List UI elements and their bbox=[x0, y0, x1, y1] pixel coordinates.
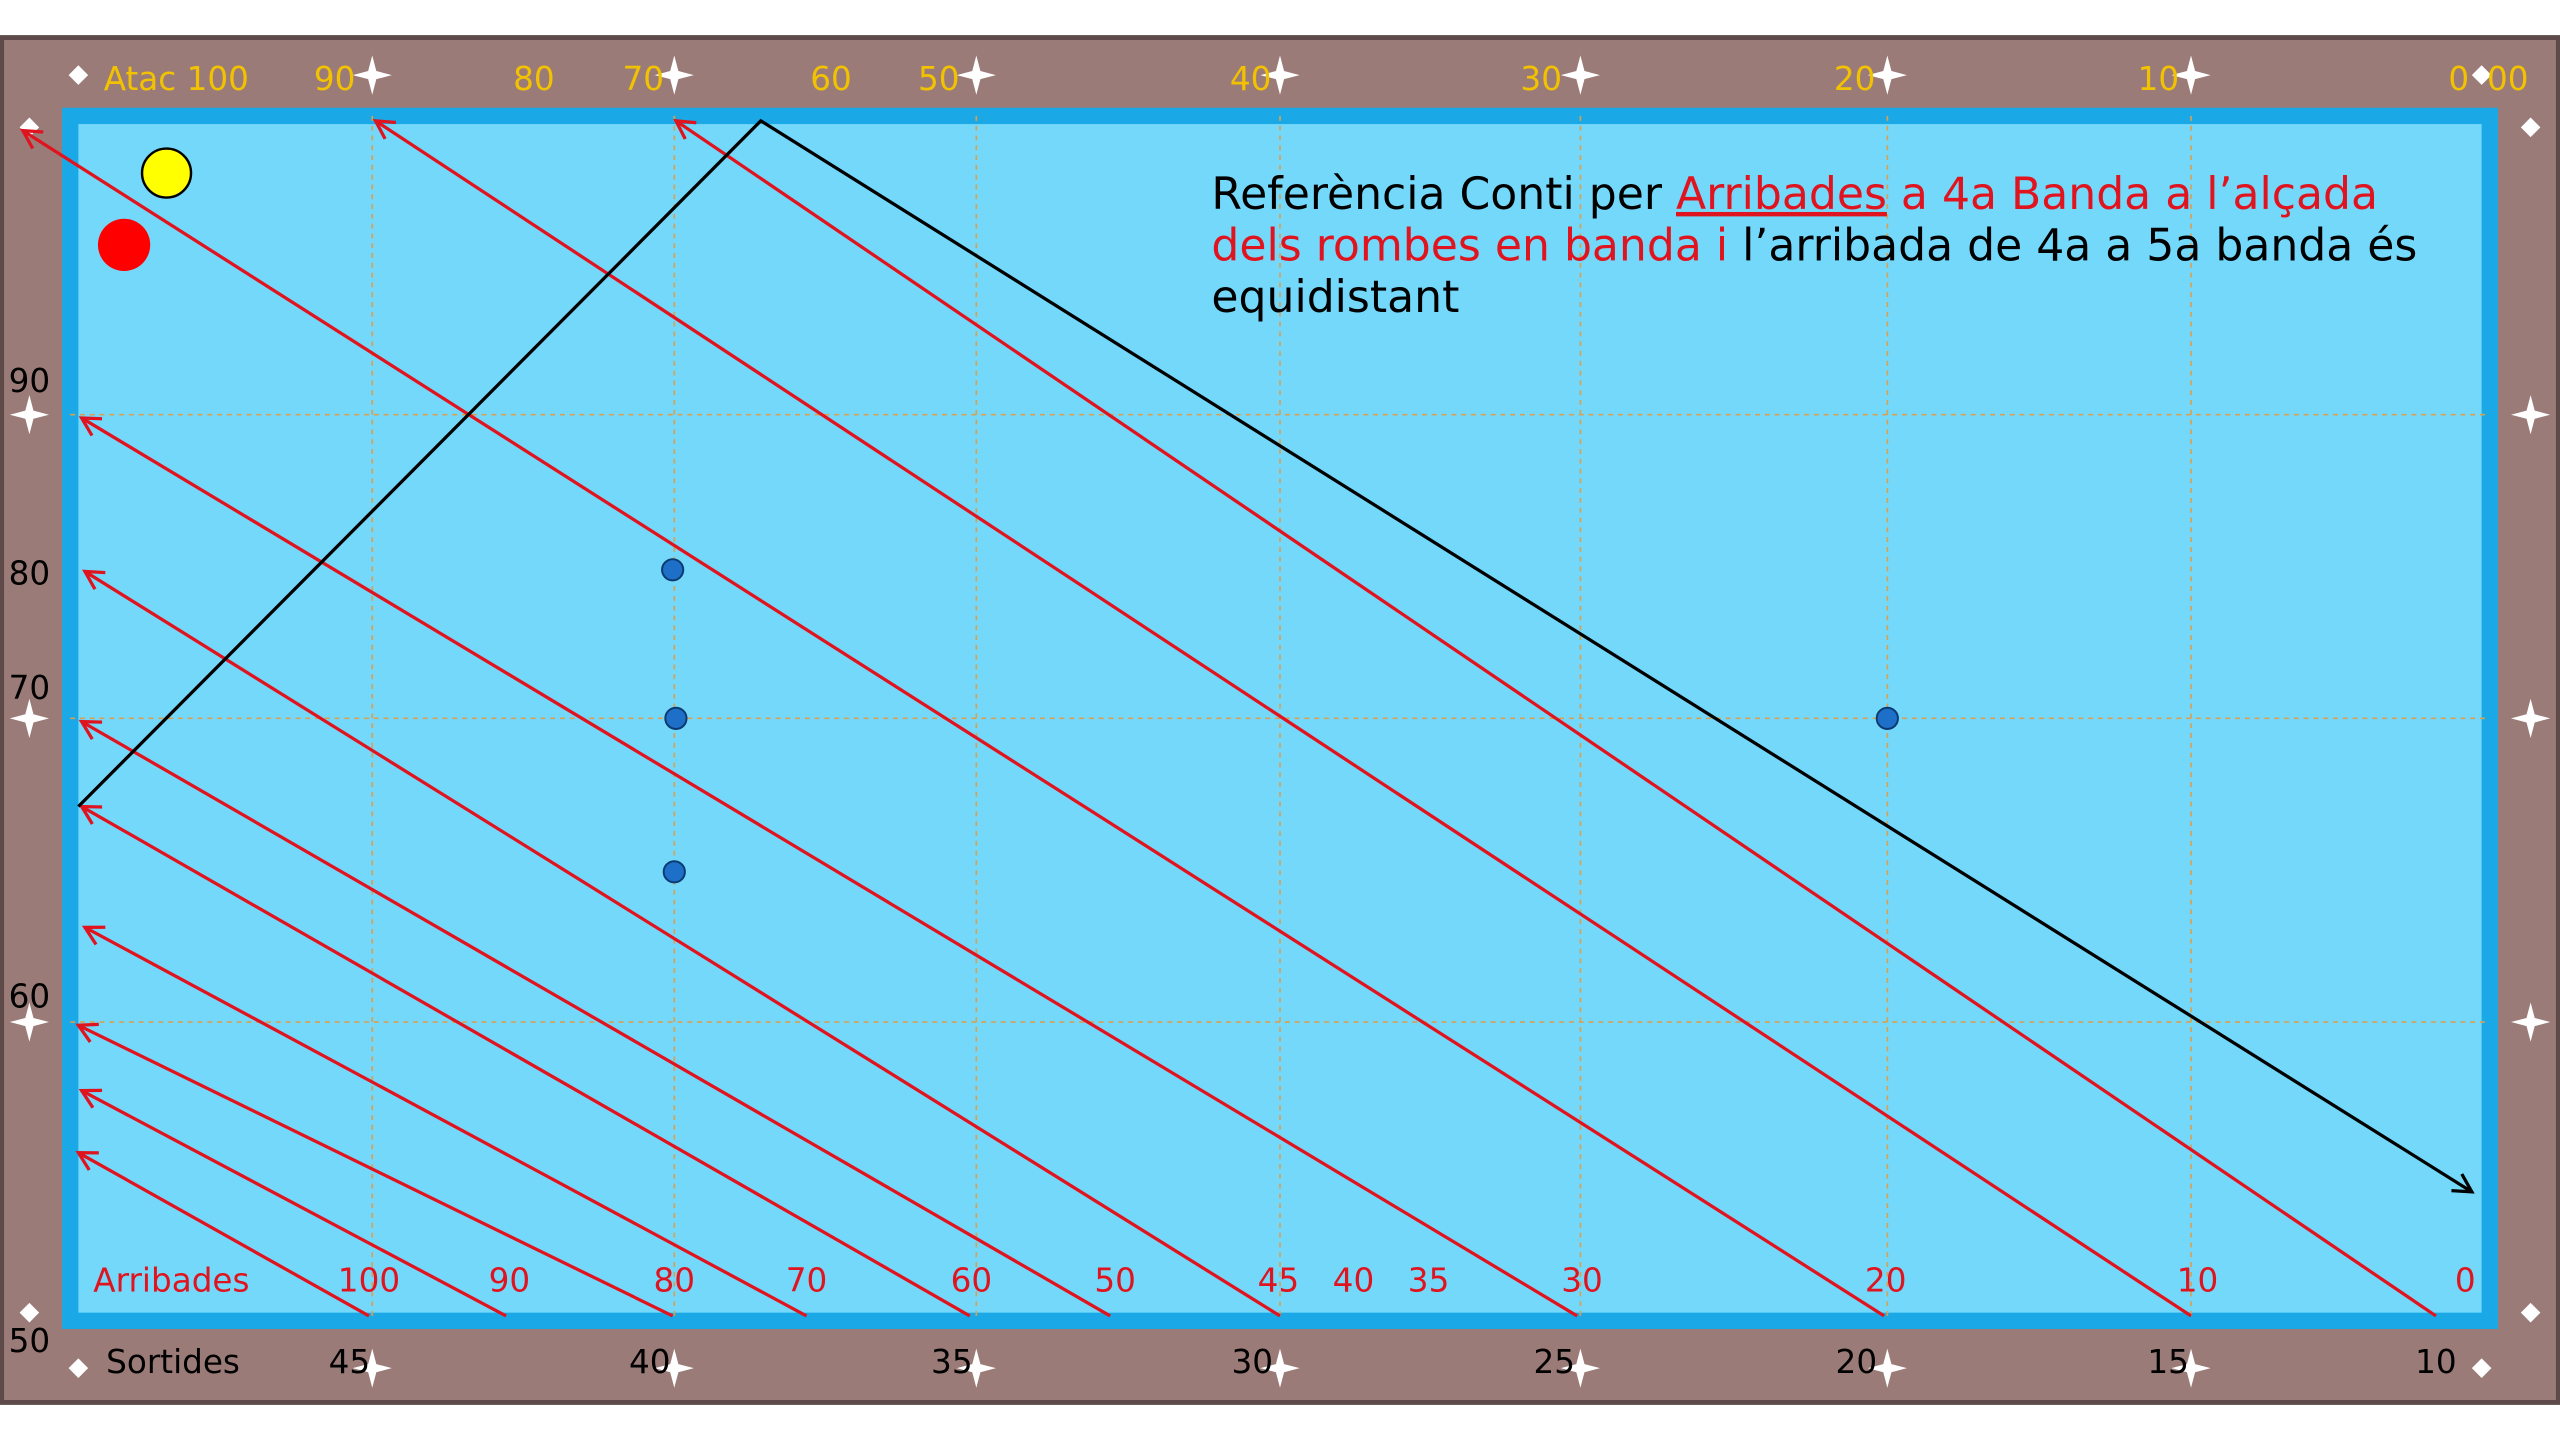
arrival-line bbox=[676, 121, 2437, 1318]
annotation-text: Referència Conti per bbox=[1211, 169, 1676, 220]
top-label: 70 bbox=[622, 60, 664, 98]
annotation-text: equidistant bbox=[1211, 272, 1459, 323]
top-label: 40 bbox=[1230, 60, 1272, 98]
exit-label: Sortides bbox=[106, 1343, 240, 1381]
arrival-line bbox=[78, 1025, 674, 1318]
annotation: Referència Conti per Arribades a 4a Band… bbox=[1211, 169, 2417, 323]
exit-label: 20 bbox=[1836, 1343, 1878, 1381]
arrival-line bbox=[82, 418, 1578, 1318]
top-label: 00 bbox=[2487, 60, 2529, 98]
top-label: 0 bbox=[2448, 60, 2469, 98]
arrival-label: 10 bbox=[2177, 1261, 2219, 1299]
arrival-line bbox=[78, 1153, 370, 1318]
marker-dot bbox=[661, 558, 685, 582]
arrival-label: 30 bbox=[1561, 1261, 1603, 1299]
layout: Atac 100 90 80 70 60 50 40 30 20 10 0 009080706050A… bbox=[9, 55, 2551, 1388]
arrival-line bbox=[82, 807, 971, 1318]
arrival-label: 45 bbox=[1258, 1261, 1300, 1299]
annotation-text: Arribades bbox=[1676, 169, 1887, 220]
arrival-label: 60 bbox=[951, 1261, 993, 1299]
exit-label: 15 bbox=[2147, 1343, 2189, 1381]
arrival-line bbox=[82, 722, 1112, 1318]
exit-label: 30 bbox=[1231, 1343, 1273, 1381]
arrival-label: 40 bbox=[1333, 1261, 1375, 1299]
top-label: 60 bbox=[810, 60, 852, 98]
top-label: 10 bbox=[2138, 60, 2180, 98]
top-label: 50 bbox=[918, 60, 960, 98]
marker-dot bbox=[664, 706, 688, 730]
annotation-text: l’arribada de 4a a 5a banda és bbox=[1728, 220, 2417, 271]
arrival-line bbox=[85, 571, 1281, 1318]
exit-label: 35 bbox=[931, 1343, 973, 1381]
arrival-label: 80 bbox=[654, 1261, 696, 1299]
exit-label: 10 bbox=[2415, 1343, 2457, 1381]
left-label: 90 bbox=[9, 362, 51, 400]
exit-label: 40 bbox=[629, 1343, 671, 1381]
top-label: 90 bbox=[314, 60, 356, 98]
arrival-label: Arribades bbox=[93, 1261, 249, 1299]
top-label: 80 bbox=[513, 60, 555, 98]
arrival-label: 100 bbox=[338, 1261, 400, 1299]
left-label: 70 bbox=[9, 669, 51, 707]
top-label: Atac 100 bbox=[104, 60, 249, 98]
top-label: 20 bbox=[1834, 60, 1876, 98]
annotation-text: dels rombes en banda i bbox=[1211, 220, 1728, 271]
reference-line bbox=[77, 118, 2471, 1192]
arrival-line bbox=[23, 131, 1885, 1318]
arrival-label: 50 bbox=[1094, 1261, 1136, 1299]
arrival-line bbox=[376, 121, 2192, 1318]
arrival-label: 35 bbox=[1408, 1261, 1450, 1299]
left-label: 50 bbox=[9, 1322, 51, 1360]
yellow-ball bbox=[140, 147, 193, 199]
arrival-line bbox=[85, 927, 808, 1318]
arrival-label: 20 bbox=[1865, 1261, 1907, 1299]
arrival-line bbox=[82, 1091, 507, 1318]
annotation-text: a 4a Banda a l’alçada bbox=[1887, 169, 2378, 220]
arrival-label: 0 bbox=[2455, 1261, 2476, 1299]
marker-dot bbox=[662, 860, 686, 884]
marker-dot bbox=[1875, 706, 1899, 730]
left-label: 80 bbox=[9, 554, 51, 592]
exit-label: 25 bbox=[1534, 1343, 1576, 1381]
red-ball bbox=[97, 218, 151, 272]
left-label: 60 bbox=[9, 977, 51, 1015]
arrival-label: 90 bbox=[489, 1261, 531, 1299]
exit-label: 45 bbox=[329, 1343, 371, 1381]
top-label: 30 bbox=[1520, 60, 1562, 98]
arrival-label: 70 bbox=[786, 1261, 828, 1299]
